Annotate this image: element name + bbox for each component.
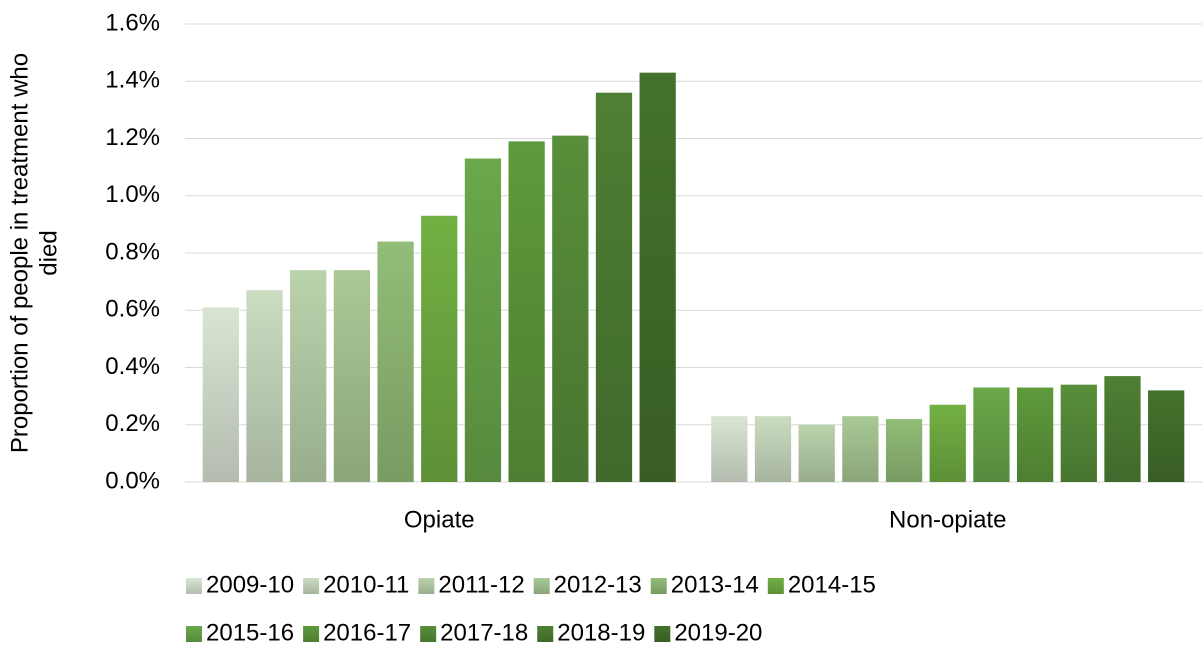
bar [1060,384,1097,482]
legend-swatch [650,578,667,594]
y-tick-label: 0.2% [105,410,160,437]
legend-swatch [533,578,550,594]
legend-swatch [186,626,202,642]
bar [1104,376,1141,482]
y-tick-label: 1.2% [105,124,160,151]
x-tick-label: Non-opiate [889,506,1006,533]
bar [552,135,589,482]
bar [639,72,676,482]
bar [202,307,239,482]
legend-swatch [303,626,320,642]
legend-label: 2010-11 [323,571,409,598]
bar [885,419,923,482]
y-axis-label: Proportion of people in treatment whodie… [7,53,63,453]
bar [508,141,545,483]
bar [421,215,458,482]
y-tick-label: 0.6% [105,296,160,323]
bar [842,416,879,482]
bar [754,416,792,482]
bar [464,158,502,482]
y-tick-label: 0.8% [105,238,160,265]
legend-swatch [418,578,435,594]
x-tick-label: Opiate [404,506,475,533]
y-tick-label: 0.4% [105,353,160,380]
y-tick-label: 1.4% [105,67,160,94]
legend-label: 2011-12 [438,571,524,598]
bar [333,270,371,482]
legend-label: 2013-14 [671,571,759,598]
legend-swatch [303,578,320,594]
y-tick-label: 1.0% [105,181,160,208]
legend-swatch [767,578,784,594]
legend-label: 2016-17 [323,619,411,646]
legend-label: 2012-13 [554,571,642,598]
legend-label: 2009-10 [206,571,294,598]
bar [973,387,1010,482]
bar [290,270,327,482]
y-tick-label: 1.6% [105,9,160,36]
legend-swatch [537,626,554,642]
legend-swatch [654,626,671,642]
y-tick-label: 0.0% [105,467,160,494]
legend-label: 2014-15 [788,571,876,598]
bar [1016,387,1054,482]
legend-label: 2018-19 [557,619,645,646]
legend-label: 2019-20 [674,619,762,646]
bar [1148,390,1185,482]
bar [798,424,835,482]
bar [246,290,283,482]
legend-swatch [420,626,437,642]
bar [711,416,748,482]
legend-swatch [186,578,202,594]
bar [929,404,966,482]
legend-label: 2017-18 [440,619,528,646]
bar [377,241,414,482]
bar [595,92,633,482]
legend-label: 2015-16 [206,619,294,646]
